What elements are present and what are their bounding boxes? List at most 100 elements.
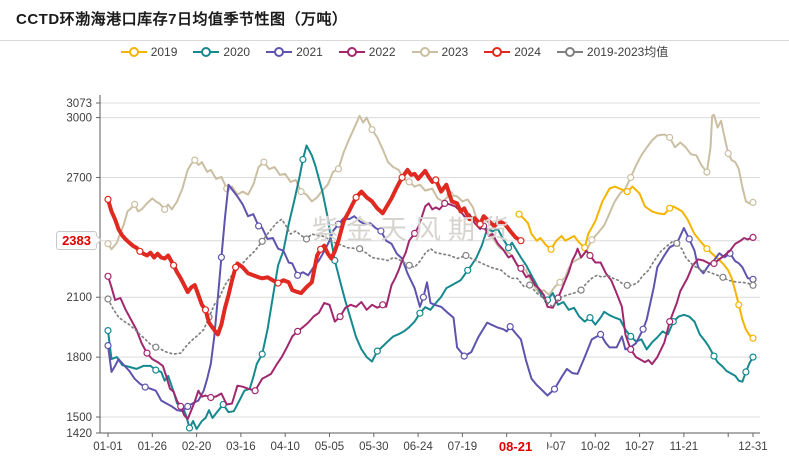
y-axis-label: 1420 [66,428,92,440]
data-point-marker-2023 [724,149,732,158]
data-point-marker-2021 [419,293,427,301]
series-line-2020 [107,144,754,430]
legend-line-marker-icon [266,46,293,57]
data-point-marker-2023 [666,133,674,142]
data-point-marker-mean [749,281,757,289]
data-point-marker-2024 [136,247,144,255]
data-point-marker-2020 [749,353,757,361]
data-point-marker-2024 [201,306,210,314]
data-point-marker-2023 [161,205,169,213]
legend-item-2019[interactable]: 2019 [120,45,177,59]
watermark: 紫金天风期货 [312,215,516,245]
legend-line-marker-icon [338,46,365,57]
data-point-marker-2023 [131,200,139,208]
data-point-marker-2022 [710,259,718,268]
data-point-marker-2019 [749,334,757,342]
current-value-tag: 2383 [56,230,102,250]
data-point-marker-2020 [299,155,307,164]
y-axis-label: 3000 [66,113,92,125]
data-point-marker-2023 [405,178,413,186]
title-divider [0,40,789,41]
data-point-marker-2020 [710,352,718,360]
legend-item-2022[interactable]: 2022 [338,44,396,59]
data-point-marker-2020 [185,424,194,432]
data-point-marker-2020 [416,309,424,317]
label-cover [527,439,547,453]
data-point-marker-2020 [258,350,266,358]
data-point-marker-2019 [703,245,711,253]
data-point-marker-2022 [294,327,302,335]
data-point-marker-2024 [232,263,240,271]
legend-item-mean[interactable]: 2019-2023均值 [556,43,669,60]
data-point-marker-2024 [170,261,178,269]
x-axis-label: 05-05 [315,441,344,453]
legend-line-marker-icon [484,46,511,57]
data-point-marker-2023 [368,126,376,134]
data-point-marker-2024 [398,173,406,182]
data-point-marker-2022 [666,318,674,326]
data-point-marker-2021 [506,323,514,331]
x-axis-label: 10-27 [625,441,654,453]
data-point-marker-2019 [735,301,743,309]
data-point-marker-2021 [255,222,263,230]
data-point-marker-mean [623,281,631,289]
series-line-mean [107,218,754,355]
series-line-2019 [518,185,754,340]
data-point-marker-2021 [141,383,149,391]
data-point-marker-mean [405,261,413,269]
data-point-marker-2023 [627,173,635,182]
data-point-marker-2023 [191,156,199,164]
x-axis-label: 04-10 [270,441,299,453]
data-point-marker-2021 [749,275,757,283]
y-axis-label: 3073 [66,98,92,110]
x-axis-label: 07-19 [448,441,477,453]
x-axis-label: 01-26 [138,441,167,453]
x-axis-label: 11-21 [670,441,699,453]
legend: 2019 2020 2021 2022 2023 2024 2019-2023均值 [0,43,789,60]
data-point-marker-2024 [352,193,360,201]
x-axis-label: 12-31 [738,441,767,453]
y-axis-label: 2100 [66,292,92,304]
legend-item-2023[interactable]: 2023 [411,45,468,59]
legend-label: 2020 [223,44,251,59]
data-point-marker-2021 [639,325,647,333]
data-point-marker-mean [673,239,681,247]
data-point-marker-2023 [334,165,342,173]
data-point-marker-2022 [251,387,259,395]
data-point-marker-2019 [581,244,589,252]
legend-item-2020[interactable]: 2020 [193,45,250,59]
data-point-marker-mean [719,273,727,281]
data-point-marker-2022 [104,272,112,280]
legend-label: 2019-2023均值 [586,45,669,59]
data-point-marker-mean [577,286,585,294]
legend-label: 2022 [368,44,396,59]
data-point-marker-2021 [460,352,468,360]
data-point-marker-2021 [685,235,693,243]
x-axis-label: 05-30 [359,441,388,453]
legend-line-marker-icon [193,46,220,57]
data-point-marker-2023 [297,188,305,196]
data-point-marker-2022 [207,393,215,402]
data-point-marker-2023 [104,240,112,248]
x-axis-label: 06-24 [403,441,433,453]
legend-label: 2024 [514,44,541,59]
data-point-marker-mean [526,281,534,289]
data-point-marker-2022 [379,301,387,309]
data-point-marker-2022 [627,345,635,353]
legend-item-2021[interactable]: 2021 [266,45,323,59]
data-point-marker-mean [302,235,311,243]
legend-line-marker-icon [411,46,438,57]
data-point-marker-2021 [550,385,559,393]
y-axis-label: 1500 [66,412,92,424]
data-point-marker-2021 [184,402,192,410]
legend-label: 2021 [296,44,323,59]
series-line-2023 [107,113,754,297]
data-point-marker-2020 [586,314,594,322]
legend-item-2024[interactable]: 2024 [484,45,541,59]
series-line-2024 [106,167,523,337]
data-point-marker-2019 [623,188,631,196]
data-point-marker-2020 [464,266,472,274]
data-point-marker-2023 [749,198,757,206]
